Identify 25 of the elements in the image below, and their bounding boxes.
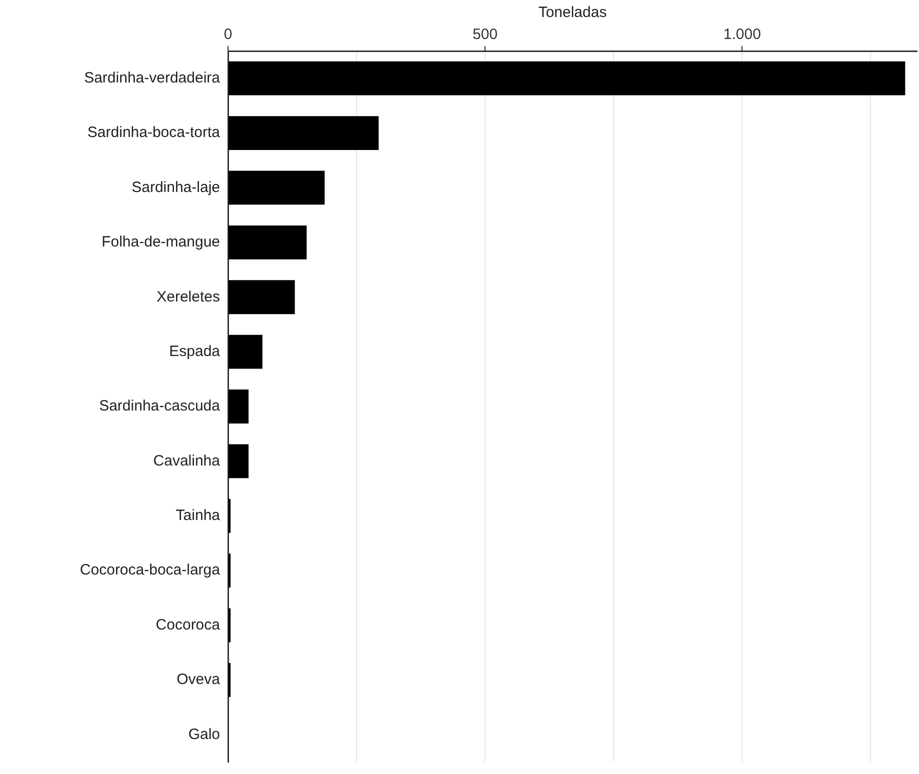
x-axis-title: Toneladas: [538, 4, 607, 22]
bar: [228, 116, 379, 150]
y-tick-label: Sardinha-boca-torta: [87, 124, 221, 142]
y-tick-label: Sardinha-verdadeira: [84, 69, 221, 86]
bar: [228, 225, 307, 260]
bar: [228, 444, 249, 478]
y-tick-label: Cocoroca: [156, 616, 221, 634]
bar: [228, 61, 906, 96]
y-tick-label: Tainha: [176, 507, 221, 524]
y-tick-label: Cocoroca-boca-larga: [80, 562, 221, 579]
bar: [228, 170, 325, 205]
x-tick-label: 500: [472, 26, 498, 44]
y-tick-label: Cavalinha: [153, 452, 221, 470]
y-tick-label: Xereletes: [156, 288, 220, 306]
bar: [228, 334, 262, 369]
bar: [228, 390, 249, 424]
y-tick-label: Sardinha-cascuda: [99, 398, 221, 415]
y-tick-label: Folha-de-mangue: [102, 234, 220, 251]
x-tick-label: 1.000: [723, 26, 761, 44]
x-tick-label: 0: [224, 26, 232, 44]
y-tick-label: Galo: [188, 726, 220, 743]
y-tick-label: Espada: [169, 342, 221, 360]
bar: [228, 280, 295, 314]
y-tick-label: Oveva: [176, 671, 221, 688]
y-tick-label: Sardinha-laje: [132, 178, 220, 196]
